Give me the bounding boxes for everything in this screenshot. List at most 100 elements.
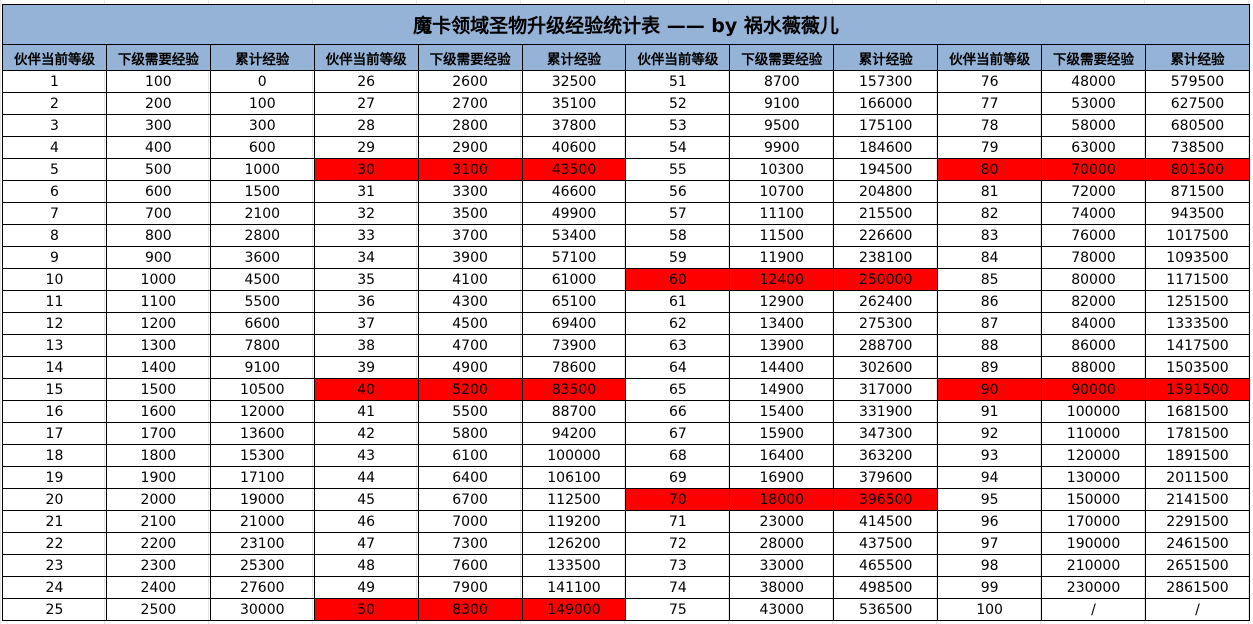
next-level-exp-cell[interactable]: 400 <box>105 136 211 159</box>
cumulative-exp-cell[interactable]: 53400 <box>521 224 627 247</box>
cumulative-exp-cell[interactable]: 414500 <box>833 510 939 533</box>
column-header[interactable]: 累计经验 <box>833 44 939 71</box>
cumulative-exp-cell[interactable]: 943500 <box>1144 202 1251 225</box>
cumulative-exp-cell[interactable]: 2011500 <box>1144 466 1251 489</box>
cumulative-exp-cell[interactable]: 65100 <box>521 290 627 313</box>
level-cell[interactable]: 10 <box>2 268 107 291</box>
cumulative-exp-cell[interactable]: 100000 <box>521 444 627 467</box>
next-level-exp-cell[interactable]: 12400 <box>729 268 835 291</box>
level-cell[interactable]: 83 <box>937 224 1043 247</box>
level-cell[interactable]: 88 <box>937 334 1043 357</box>
level-cell[interactable]: 22 <box>2 532 107 555</box>
cumulative-exp-cell[interactable]: 1093500 <box>1144 246 1251 269</box>
next-level-exp-cell[interactable]: 800 <box>105 224 211 247</box>
next-level-exp-cell[interactable]: 6400 <box>417 466 523 489</box>
cumulative-exp-cell[interactable]: 2461500 <box>1144 532 1251 555</box>
next-level-exp-cell[interactable]: 88000 <box>1041 356 1146 379</box>
cumulative-exp-cell[interactable]: 83500 <box>521 378 627 401</box>
cumulative-exp-cell[interactable]: 149000 <box>521 598 627 621</box>
cumulative-exp-cell[interactable]: 61000 <box>521 268 627 291</box>
level-cell[interactable]: 42 <box>313 422 419 445</box>
level-cell[interactable]: 28 <box>313 114 419 137</box>
level-cell[interactable]: 27 <box>313 92 419 115</box>
level-cell[interactable]: 56 <box>625 180 731 203</box>
cumulative-exp-cell[interactable]: 2141500 <box>1144 488 1251 511</box>
level-cell[interactable]: 21 <box>2 510 107 533</box>
column-header[interactable]: 伙伴当前等级 <box>2 44 107 71</box>
level-cell[interactable]: 48 <box>313 554 419 577</box>
level-cell[interactable]: 53 <box>625 114 731 137</box>
next-level-exp-cell[interactable]: 7000 <box>417 510 523 533</box>
cumulative-exp-cell[interactable]: 317000 <box>833 378 939 401</box>
cumulative-exp-cell[interactable]: 46600 <box>521 180 627 203</box>
cumulative-exp-cell[interactable]: 2100 <box>209 202 315 225</box>
next-level-exp-cell[interactable]: 3700 <box>417 224 523 247</box>
level-cell[interactable]: 1 <box>2 70 107 93</box>
cumulative-exp-cell[interactable]: 23100 <box>209 532 315 555</box>
cumulative-exp-cell[interactable]: 238100 <box>833 246 939 269</box>
level-cell[interactable]: 43 <box>313 444 419 467</box>
next-level-exp-cell[interactable]: 28000 <box>729 532 835 555</box>
cumulative-exp-cell[interactable]: 73900 <box>521 334 627 357</box>
cumulative-exp-cell[interactable]: 133500 <box>521 554 627 577</box>
next-level-exp-cell[interactable]: 4300 <box>417 290 523 313</box>
level-cell[interactable]: 4 <box>2 136 107 159</box>
level-cell[interactable]: 93 <box>937 444 1043 467</box>
next-level-exp-cell[interactable]: 43000 <box>729 598 835 621</box>
column-header[interactable]: 下级需要经验 <box>729 44 835 71</box>
column-header[interactable]: 累计经验 <box>521 44 627 71</box>
cumulative-exp-cell[interactable]: 1500 <box>209 180 315 203</box>
column-header[interactable]: 下级需要经验 <box>105 44 211 71</box>
cumulative-exp-cell[interactable]: 40600 <box>521 136 627 159</box>
next-level-exp-cell[interactable]: 2600 <box>417 70 523 93</box>
next-level-exp-cell[interactable]: 15900 <box>729 422 835 445</box>
cumulative-exp-cell[interactable]: 30000 <box>209 598 315 621</box>
level-cell[interactable]: 14 <box>2 356 107 379</box>
next-level-exp-cell[interactable]: 120000 <box>1041 444 1146 467</box>
next-level-exp-cell[interactable]: 48000 <box>1041 70 1146 93</box>
cumulative-exp-cell[interactable]: 5500 <box>209 290 315 313</box>
cumulative-exp-cell[interactable]: 1417500 <box>1144 334 1251 357</box>
next-level-exp-cell[interactable]: 6700 <box>417 488 523 511</box>
level-cell[interactable]: 47 <box>313 532 419 555</box>
level-cell[interactable]: 8 <box>2 224 107 247</box>
cumulative-exp-cell[interactable]: 9100 <box>209 356 315 379</box>
next-level-exp-cell[interactable]: 6100 <box>417 444 523 467</box>
next-level-exp-cell[interactable]: 7300 <box>417 532 523 555</box>
next-level-exp-cell[interactable]: 82000 <box>1041 290 1146 313</box>
level-cell[interactable]: 39 <box>313 356 419 379</box>
next-level-exp-cell[interactable]: 4500 <box>417 312 523 335</box>
column-header[interactable]: 累计经验 <box>1144 44 1251 71</box>
level-cell[interactable]: 2 <box>2 92 107 115</box>
cumulative-exp-cell[interactable]: 2800 <box>209 224 315 247</box>
next-level-exp-cell[interactable]: 5200 <box>417 378 523 401</box>
level-cell[interactable]: 86 <box>937 290 1043 313</box>
level-cell[interactable]: 71 <box>625 510 731 533</box>
next-level-exp-cell[interactable]: 23000 <box>729 510 835 533</box>
cumulative-exp-cell[interactable]: 1681500 <box>1144 400 1251 423</box>
level-cell[interactable]: 31 <box>313 180 419 203</box>
next-level-exp-cell[interactable]: 11500 <box>729 224 835 247</box>
level-cell[interactable]: 99 <box>937 576 1043 599</box>
level-cell[interactable]: 67 <box>625 422 731 445</box>
cumulative-exp-cell[interactable]: 7800 <box>209 334 315 357</box>
cumulative-exp-cell[interactable]: 25300 <box>209 554 315 577</box>
cumulative-exp-cell[interactable]: 43500 <box>521 158 627 181</box>
cumulative-exp-cell[interactable]: / <box>1144 598 1251 621</box>
next-level-exp-cell[interactable]: 11900 <box>729 246 835 269</box>
next-level-exp-cell[interactable]: 2400 <box>105 576 211 599</box>
cumulative-exp-cell[interactable]: 35100 <box>521 92 627 115</box>
cumulative-exp-cell[interactable]: 3600 <box>209 246 315 269</box>
level-cell[interactable]: 36 <box>313 290 419 313</box>
level-cell[interactable]: 49 <box>313 576 419 599</box>
level-cell[interactable]: 98 <box>937 554 1043 577</box>
next-level-exp-cell[interactable]: 10700 <box>729 180 835 203</box>
cumulative-exp-cell[interactable]: 275300 <box>833 312 939 335</box>
cumulative-exp-cell[interactable]: 194500 <box>833 158 939 181</box>
cumulative-exp-cell[interactable]: 1017500 <box>1144 224 1251 247</box>
cumulative-exp-cell[interactable]: 1781500 <box>1144 422 1251 445</box>
next-level-exp-cell[interactable]: 230000 <box>1041 576 1146 599</box>
cumulative-exp-cell[interactable]: 1503500 <box>1144 356 1251 379</box>
next-level-exp-cell[interactable]: 4900 <box>417 356 523 379</box>
level-cell[interactable]: 19 <box>2 466 107 489</box>
